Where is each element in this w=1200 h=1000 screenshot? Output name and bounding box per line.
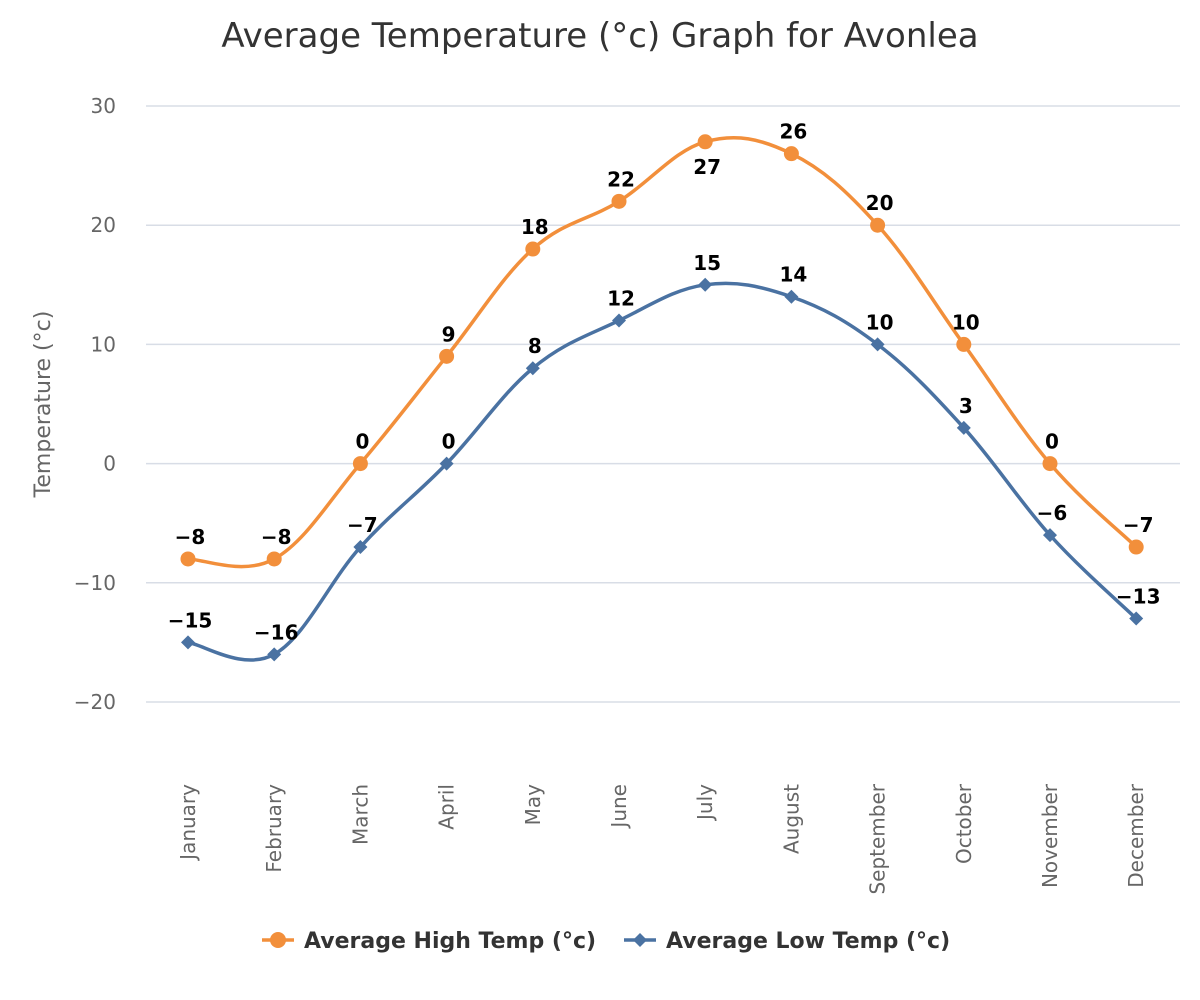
data-point: [783, 146, 799, 162]
data-point: [612, 313, 626, 328]
data-point: [1129, 611, 1144, 626]
series-line: [187, 135, 1138, 569]
data-label: 10: [866, 310, 894, 334]
data-label: −15: [168, 608, 213, 632]
data-label: 15: [693, 251, 721, 275]
y-tick-label: −10: [74, 571, 116, 595]
data-label: 9: [442, 322, 456, 346]
x-tick-label: June: [607, 784, 631, 830]
data-label: −8: [175, 525, 206, 549]
data-point: [180, 551, 196, 567]
x-tick-label: November: [1038, 783, 1062, 888]
data-point: [439, 348, 455, 364]
x-tick-label: October: [952, 783, 976, 864]
data-label: 26: [779, 120, 807, 144]
data-point: [870, 217, 886, 233]
data-point: [352, 456, 368, 472]
data-point: [870, 337, 885, 352]
x-axis-ticks: January February March April May June July Augu…: [176, 783, 1148, 894]
data-label: 8: [528, 334, 542, 358]
x-tick-label: January: [176, 784, 200, 862]
gridlines: [146, 105, 1180, 703]
y-tick-label: 30: [91, 94, 116, 118]
series-line: [187, 281, 1138, 662]
data-labels: −8 −8 0 9 18 22 27 26 20 10 0 −7 −15 −16 −7 0 8 12 15 14 10 3…: [168, 120, 1161, 645]
data-label: −16: [254, 620, 299, 644]
legend: Average High Temp (°c) Average Low Temp (…: [262, 929, 950, 954]
data-point: [267, 647, 282, 662]
y-tick-label: 0: [103, 452, 116, 476]
data-label: 0: [1045, 430, 1059, 454]
legend-label: Average Low Temp (°c): [666, 929, 950, 954]
x-tick-label: September: [866, 783, 890, 894]
data-point: [1128, 539, 1144, 555]
data-label: 10: [952, 310, 980, 334]
legend-item[interactable]: Average Low Temp (°c): [624, 929, 950, 954]
data-markers: [180, 134, 1144, 662]
data-point: [1043, 528, 1057, 543]
data-point: [439, 456, 454, 471]
data-point: [181, 635, 195, 650]
legend-marker: [633, 933, 647, 947]
data-label: 20: [866, 191, 894, 215]
data-label: 0: [355, 430, 369, 454]
y-axis-ticks: 30 20 10 0 −10 −20: [74, 94, 116, 714]
data-point: [525, 361, 540, 376]
y-tick-label: 20: [91, 213, 116, 237]
data-label: 3: [959, 394, 973, 418]
data-point: [266, 551, 282, 567]
data-point: [353, 540, 368, 555]
data-label: 0: [442, 430, 456, 454]
data-label: −8: [261, 525, 292, 549]
legend-item[interactable]: Average High Temp (°c): [262, 929, 596, 954]
data-label: 18: [521, 215, 549, 239]
x-tick-label: December: [1124, 783, 1148, 887]
data-label: −6: [1037, 501, 1068, 525]
chart-title: Average Temperature (°c) Graph for Avonl…: [221, 16, 978, 56]
x-tick-label: August: [779, 784, 803, 854]
x-tick-label: May: [521, 784, 545, 826]
data-point: [697, 134, 713, 150]
legend-marker: [270, 932, 286, 948]
y-axis-label: Temperature (°c): [31, 311, 56, 499]
series-lines: [187, 135, 1138, 662]
x-tick-label: July: [693, 784, 717, 822]
data-label: −13: [1116, 585, 1161, 609]
x-tick-label: April: [435, 784, 459, 830]
data-label: 14: [779, 263, 807, 287]
x-tick-label: February: [262, 784, 286, 873]
data-label: 22: [607, 167, 635, 191]
data-point: [956, 420, 971, 435]
y-tick-label: −20: [74, 690, 116, 714]
data-point: [956, 336, 972, 352]
y-tick-label: 10: [91, 332, 116, 356]
data-point: [1042, 456, 1058, 472]
data-point: [698, 277, 713, 292]
data-label: −7: [347, 513, 378, 537]
x-tick-label: March: [348, 784, 372, 845]
data-point: [784, 289, 799, 304]
data-point: [611, 193, 627, 209]
data-label: 12: [607, 287, 635, 311]
data-point: [525, 241, 541, 257]
data-label: 27: [693, 155, 721, 179]
legend-label: Average High Temp (°c): [304, 929, 596, 954]
data-label: −7: [1123, 513, 1154, 537]
